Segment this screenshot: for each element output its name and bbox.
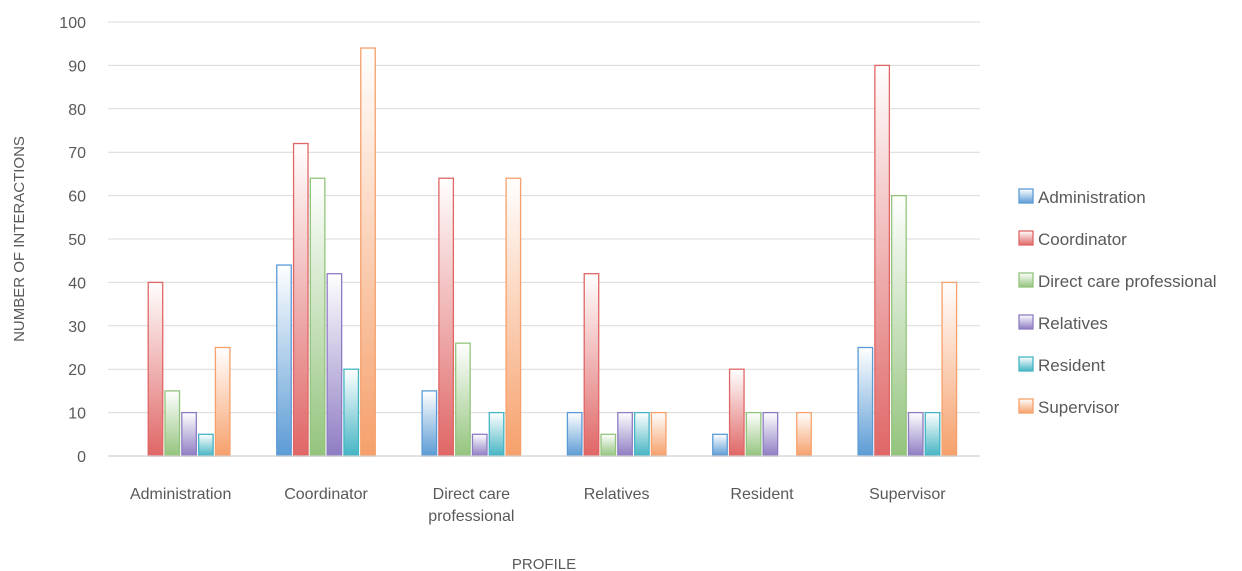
legend-label-administration: Administration (1038, 188, 1146, 207)
x-tick-label: Coordinator (284, 486, 368, 503)
bar-direct-care-professional-direct-care-professional (455, 342, 471, 457)
y-tick-label: 70 (68, 145, 86, 162)
x-axis-title: PROFILE (512, 556, 576, 571)
bar-resident-administration (712, 433, 728, 457)
bar-supervisor-supervisor (941, 281, 958, 457)
legend-label-coordinator: Coordinator (1038, 230, 1127, 249)
x-tick-label: Relatives (584, 486, 650, 503)
bar-supervisor-administration (857, 346, 874, 457)
bar-administration-direct-care-professional (164, 390, 181, 457)
bar-administration-resident (197, 433, 214, 457)
y-tick-label: 30 (68, 319, 86, 336)
bars (147, 47, 958, 457)
bar-relatives-resident (633, 411, 650, 457)
bar-supervisor-relatives (907, 411, 924, 457)
legend-swatch-supervisor (1018, 398, 1034, 414)
x-tick-label: Resident (730, 486, 794, 503)
bar-relatives-coordinator (583, 273, 600, 457)
legend-swatch-direct-care-professional (1018, 272, 1034, 288)
legend: Administration Coordinator Direct care pro… (1018, 188, 1217, 417)
bar-coordinator-administration (276, 264, 292, 457)
bar-direct-care-professional-administration (421, 390, 438, 457)
bar-direct-care-professional-resident (488, 411, 505, 457)
bar-direct-care-professional-coordinator (438, 177, 455, 457)
y-tick-label: 10 (68, 406, 86, 423)
y-tick-label: 20 (68, 362, 86, 379)
x-axis-ticks: Administration Coordinator Direct care prof… (130, 486, 946, 525)
bar-resident-supervisor (796, 411, 812, 457)
legend-swatch-resident (1018, 356, 1034, 372)
bar-resident-direct-care-professional (745, 411, 762, 457)
bar-supervisor-direct-care-professional (891, 194, 907, 457)
legend-swatch-administration (1018, 188, 1034, 204)
x-tick-label: Direct care (433, 486, 510, 503)
bar-administration-supervisor (214, 346, 231, 457)
bar-coordinator-resident (343, 368, 360, 457)
x-tick-label: Supervisor (869, 486, 946, 503)
bar-coordinator-direct-care-professional (309, 177, 326, 457)
gridlines (108, 21, 980, 414)
y-axis-ticks: 0 10 20 30 40 50 60 70 80 90 100 (59, 15, 86, 466)
bar-relatives-relatives (617, 411, 633, 457)
legend-swatch-relatives (1018, 314, 1034, 330)
bar-resident-coordinator (728, 368, 745, 457)
legend-label-direct-care-professional: Direct care professional (1038, 272, 1217, 291)
y-tick-label: 80 (68, 102, 86, 119)
legend-label-relatives: Relatives (1038, 314, 1108, 333)
y-tick-label: 50 (68, 232, 86, 249)
bar-supervisor-resident (924, 411, 941, 457)
y-tick-label: 100 (59, 15, 86, 32)
legend-swatch-coordinator (1018, 230, 1034, 246)
bar-supervisor-coordinator (874, 64, 891, 457)
legend-label-resident: Resident (1038, 356, 1105, 375)
bar-resident-relatives (762, 411, 779, 457)
y-tick-label: 90 (68, 58, 86, 75)
y-tick-label: 60 (68, 189, 86, 206)
y-tick-label: 40 (68, 275, 86, 292)
bar-coordinator-coordinator (292, 142, 309, 457)
y-tick-label: 0 (77, 449, 86, 466)
bar-administration-relatives (181, 411, 197, 457)
bar-relatives-administration (566, 411, 583, 457)
bar-coordinator-supervisor (360, 47, 376, 457)
bar-relatives-direct-care-professional (600, 433, 617, 457)
legend-label-supervisor: Supervisor (1038, 398, 1120, 417)
bar-coordinator-relatives (326, 273, 343, 457)
bar-direct-care-professional-supervisor (505, 177, 522, 457)
bar-administration-coordinator (147, 281, 164, 457)
y-axis-title: NUMBER OF INTERACTIONS (11, 136, 28, 342)
bar-direct-care-professional-relatives (471, 433, 488, 457)
bar-relatives-supervisor (650, 411, 667, 457)
x-tick-label: Administration (130, 486, 231, 503)
x-tick-label: professional (428, 508, 514, 525)
